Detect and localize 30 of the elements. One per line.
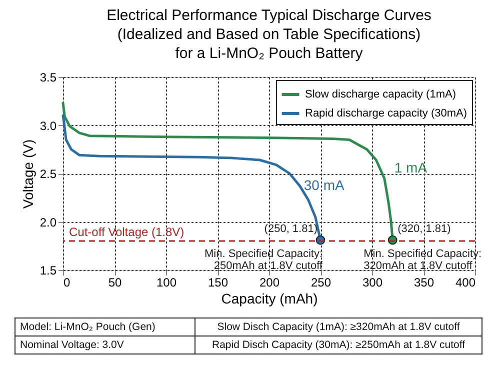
x-tick-label: 200 <box>259 276 280 290</box>
text: Slow Disch Capacity (1mA): ≥320mAh at 1.8V cutoff <box>217 321 460 333</box>
x-tick-label: 300 <box>362 276 383 290</box>
x-tick-label: 50 <box>108 276 122 290</box>
y-tick-label: 1.5 <box>40 264 57 278</box>
annotation: 1 mA <box>394 159 428 176</box>
x-tick-label: 0 <box>64 276 70 290</box>
text: Nominal Voltage: 3.0V <box>20 339 124 351</box>
annotation: (320, 1.81) <box>398 223 451 236</box>
annotation: (250, 1.81) <box>264 223 318 236</box>
text: Model: Li-MnO₂ Pouch (Gen) <box>20 321 156 333</box>
x-axis-title: Capacity (mAh) <box>221 290 318 306</box>
y-tick-label: 3.5 <box>40 70 57 84</box>
annotation: Min. Specified Capacity: 250mAh at 1.8V cutoff <box>204 248 324 272</box>
legend-label: Rapid discharge capacity (30mA) <box>305 108 468 120</box>
text: Rapid Disch Capacity (30mA): ≥250mAh at 1.8V cutoff <box>212 339 466 351</box>
x-tick-label: 400 <box>455 276 476 290</box>
y-axis-title: Voltage (V) <box>20 139 36 209</box>
y-tick-label: 3.0 <box>40 118 57 133</box>
annotation: Min. Specified Capacity: 320mAh at 1.8V cutoff <box>364 248 482 272</box>
legend-label: Slow discharge capacity (1mA) <box>305 88 456 100</box>
y-tick-label: 2.0 <box>40 215 57 230</box>
ref-line-label: Cut-off Voltage (1.8V) <box>69 225 184 240</box>
x-tick-label: 100 <box>156 276 177 290</box>
x-tick-label: 150 <box>208 276 228 290</box>
y-tick-label: 2.5 <box>40 167 57 181</box>
x-tick-label: 250 <box>310 276 332 290</box>
annotation: 30 mA <box>304 177 346 194</box>
chart-title: Electrical Performance Typical Discharge Curves (Idealized and Based on Table Specifications) for a Li-MnO₂ Pouch Battery <box>106 7 432 62</box>
x-tick-label: 350 <box>414 276 434 290</box>
